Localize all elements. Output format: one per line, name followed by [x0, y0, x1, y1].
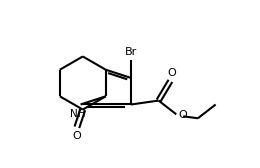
Text: O: O	[178, 110, 187, 120]
Text: NH: NH	[70, 109, 85, 119]
Text: O: O	[73, 131, 81, 141]
Text: O: O	[167, 68, 176, 78]
Text: Br: Br	[125, 47, 137, 57]
